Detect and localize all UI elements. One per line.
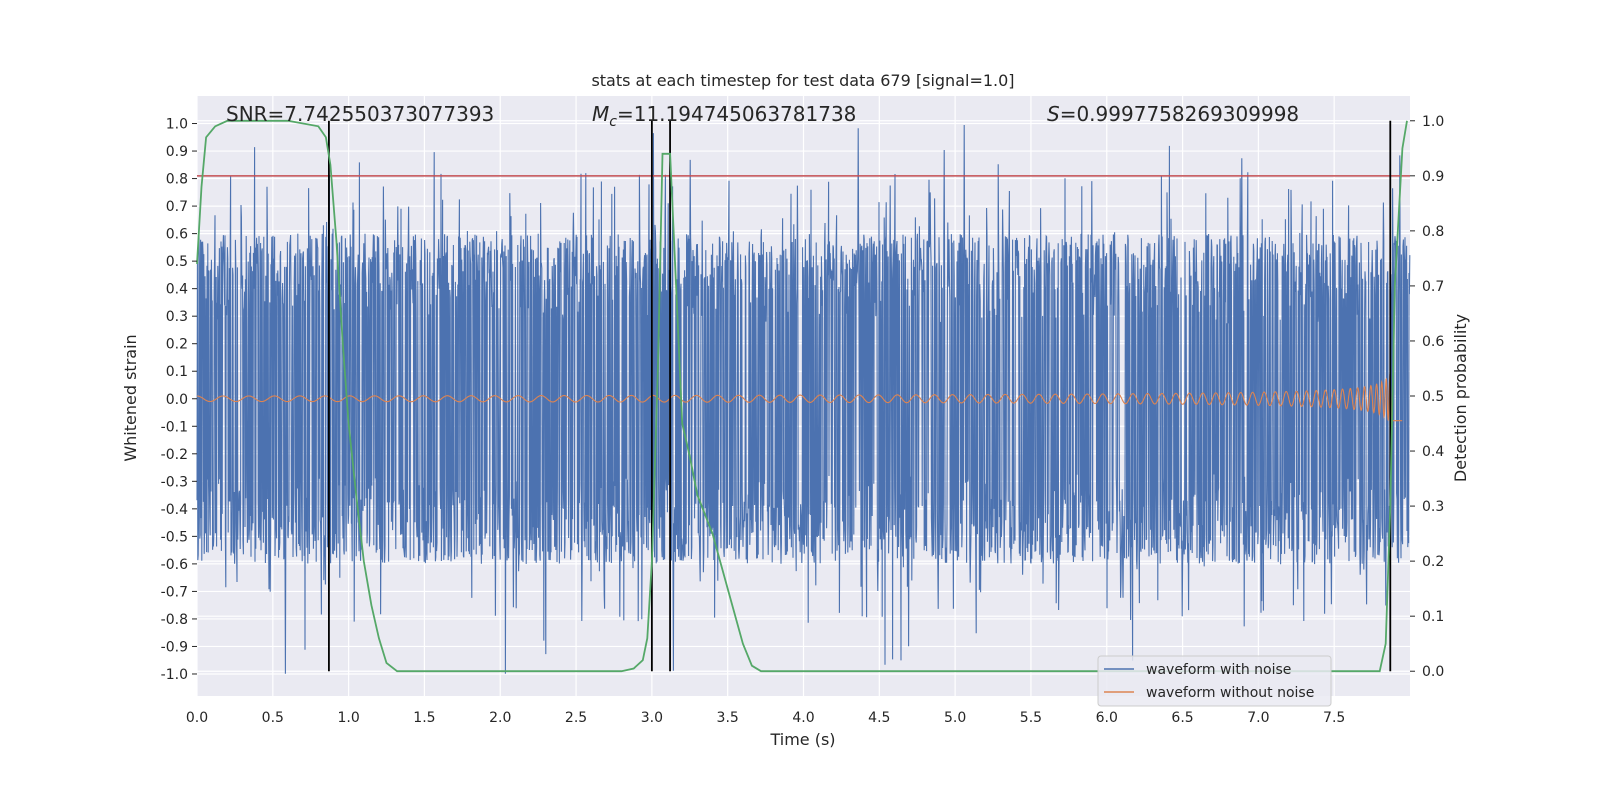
y-tick-label: 0.1 bbox=[166, 364, 188, 380]
x-tick-label: 3.5 bbox=[717, 710, 739, 726]
y-tick-label: -0.7 bbox=[161, 584, 188, 600]
score-annotation: S=0.9997758269309998 bbox=[1047, 102, 1299, 126]
y-tick-label: -0.2 bbox=[161, 447, 188, 463]
y-right-tick-label: 0.5 bbox=[1422, 389, 1444, 405]
x-tick-label: 6.0 bbox=[1096, 710, 1118, 726]
y-tick-label: -1.0 bbox=[161, 667, 188, 683]
x-tick-label: 7.5 bbox=[1323, 710, 1345, 726]
y-tick-label: -0.8 bbox=[161, 612, 188, 628]
y-right-tick-label: 0.3 bbox=[1422, 499, 1444, 515]
y-tick-label: -0.4 bbox=[161, 502, 188, 518]
y-tick-label: -0.6 bbox=[161, 557, 188, 573]
y-tick-label: 0.6 bbox=[166, 227, 188, 243]
series-waveform-with-noise bbox=[196, 124, 1411, 674]
x-tick-label: 0.5 bbox=[262, 710, 284, 726]
x-tick-label: 0.0 bbox=[186, 710, 208, 726]
y-tick-label: 0.5 bbox=[166, 254, 188, 270]
y-right-tick-label: 0.0 bbox=[1422, 664, 1444, 680]
y-right-tick-label: 1.0 bbox=[1422, 114, 1444, 130]
chart-title: stats at each timestep for test data 679… bbox=[591, 71, 1014, 90]
y-axis-label: Whitened strain bbox=[121, 334, 140, 461]
x-tick-label: 5.5 bbox=[1020, 710, 1042, 726]
y-tick-label: -0.9 bbox=[161, 639, 188, 655]
x-tick-label: 4.5 bbox=[868, 710, 890, 726]
y-right-tick-label: 0.7 bbox=[1422, 279, 1444, 295]
left-axis-ticks: 1.0 0.9 0.8 0.7 0.6 0.5 0.4 0.3 0.2 0.1 0.0 -0.1 -0.… bbox=[161, 117, 197, 683]
x-tick-label: 1.5 bbox=[413, 710, 435, 726]
x-tick-label: 4.0 bbox=[792, 710, 814, 726]
legend-label-clean: waveform without noise bbox=[1146, 685, 1314, 701]
y-tick-label: 0.3 bbox=[166, 309, 188, 325]
legend: waveform with noise waveform without noi… bbox=[1097, 655, 1332, 707]
x-tick-label: 3.0 bbox=[641, 710, 663, 726]
chirp-mass-value: =11.194745063781738 bbox=[617, 102, 856, 126]
y-axis-label-right: Detection probability bbox=[1451, 314, 1470, 482]
x-tick-label: 7.0 bbox=[1247, 710, 1269, 726]
series-detection-probability bbox=[196, 119, 1408, 673]
x-tick-label: 1.0 bbox=[337, 710, 359, 726]
y-right-tick-label: 0.6 bbox=[1422, 334, 1444, 350]
y-tick-label: 0.9 bbox=[166, 144, 188, 160]
x-tick-label: 5.0 bbox=[944, 710, 966, 726]
y-right-tick-label: 0.1 bbox=[1422, 609, 1444, 625]
y-right-tick-label: 0.4 bbox=[1422, 444, 1444, 460]
y-right-tick-label: 0.2 bbox=[1422, 554, 1444, 570]
series-waveform-without-noise bbox=[197, 373, 1403, 428]
y-tick-label: -0.5 bbox=[161, 529, 188, 545]
y-right-tick-label: 0.9 bbox=[1422, 169, 1444, 185]
snr-annotation: SNR=7.742550373077393 bbox=[226, 102, 494, 126]
y-tick-label: 0.0 bbox=[166, 392, 188, 408]
chirp-mass-annotation: Mc=11.194745063781738 bbox=[592, 102, 856, 130]
y-tick-label: 0.7 bbox=[166, 199, 188, 215]
y-tick-label: 0.8 bbox=[166, 172, 188, 188]
legend-box bbox=[1097, 655, 1332, 707]
x-axis-label: Time (s) bbox=[769, 730, 835, 749]
y-right-tick-label: 0.8 bbox=[1422, 224, 1444, 240]
y-tick-label: 1.0 bbox=[166, 117, 188, 133]
legend-label-noise: waveform with noise bbox=[1146, 662, 1291, 678]
chirp-mass-symbol: M bbox=[592, 102, 609, 126]
data-layer bbox=[196, 119, 1411, 674]
y-tick-label: 0.2 bbox=[166, 337, 188, 353]
y-tick-label: -0.1 bbox=[161, 419, 188, 435]
chirp-mass-subscript: c bbox=[609, 114, 617, 130]
right-axis-ticks: 1.0 0.9 0.8 0.7 0.6 0.5 0.4 0.3 0.2 0.1 0.0 bbox=[1410, 114, 1444, 680]
x-tick-label: 2.0 bbox=[489, 710, 511, 726]
x-tick-label: 6.5 bbox=[1171, 710, 1193, 726]
x-axis-ticks: 0.0 0.5 1.0 1.5 2.0 2.5 3.0 3.5 4.0 4.5 5.0 5.5 6.0 6… bbox=[186, 710, 1345, 726]
x-tick-label: 2.5 bbox=[565, 710, 587, 726]
score-value: =0.9997758269309998 bbox=[1060, 102, 1299, 126]
y-tick-label: 0.4 bbox=[166, 282, 188, 298]
score-symbol: S bbox=[1047, 102, 1060, 126]
y-tick-label: -0.3 bbox=[161, 474, 188, 490]
